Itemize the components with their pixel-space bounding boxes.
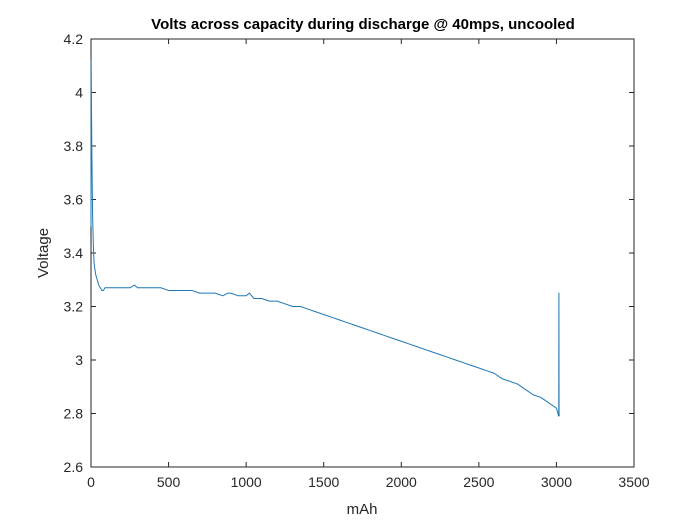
y-tick-label: 4 bbox=[75, 85, 83, 101]
y-tick-label: 2.8 bbox=[64, 406, 84, 422]
y-tick-label: 3.6 bbox=[64, 192, 84, 208]
x-tick-label: 1000 bbox=[231, 474, 262, 490]
x-tick-label: 1500 bbox=[308, 474, 339, 490]
x-tick-label: 500 bbox=[157, 474, 181, 490]
y-tick-label: 3.8 bbox=[64, 138, 84, 154]
y-tick-label: 2.6 bbox=[64, 459, 84, 475]
y-tick-label: 4.2 bbox=[64, 31, 84, 47]
chart-title: Volts across capacity during discharge @… bbox=[151, 16, 575, 33]
y-tick-label: 3.4 bbox=[64, 245, 84, 261]
x-tick-label: 2500 bbox=[463, 474, 494, 490]
x-tick-label: 3500 bbox=[618, 474, 649, 490]
x-axis-label: mAh bbox=[347, 501, 378, 518]
y-axis-label: Voltage bbox=[35, 228, 52, 278]
y-tick-label: 3 bbox=[75, 352, 83, 368]
voltage-series-line bbox=[90, 59, 560, 417]
ticks-layer: 0 500 1000 1500 2000 2500 3000 3500 2.6 2.8 3 3.2 3.… bbox=[64, 31, 650, 490]
axes-box bbox=[90, 38, 635, 468]
plot-area bbox=[91, 39, 634, 467]
x-tick-label: 3000 bbox=[541, 474, 572, 490]
x-tick-label: 2000 bbox=[386, 474, 417, 490]
x-tick-label: 0 bbox=[87, 474, 95, 490]
y-tick-label: 3.2 bbox=[64, 299, 84, 315]
